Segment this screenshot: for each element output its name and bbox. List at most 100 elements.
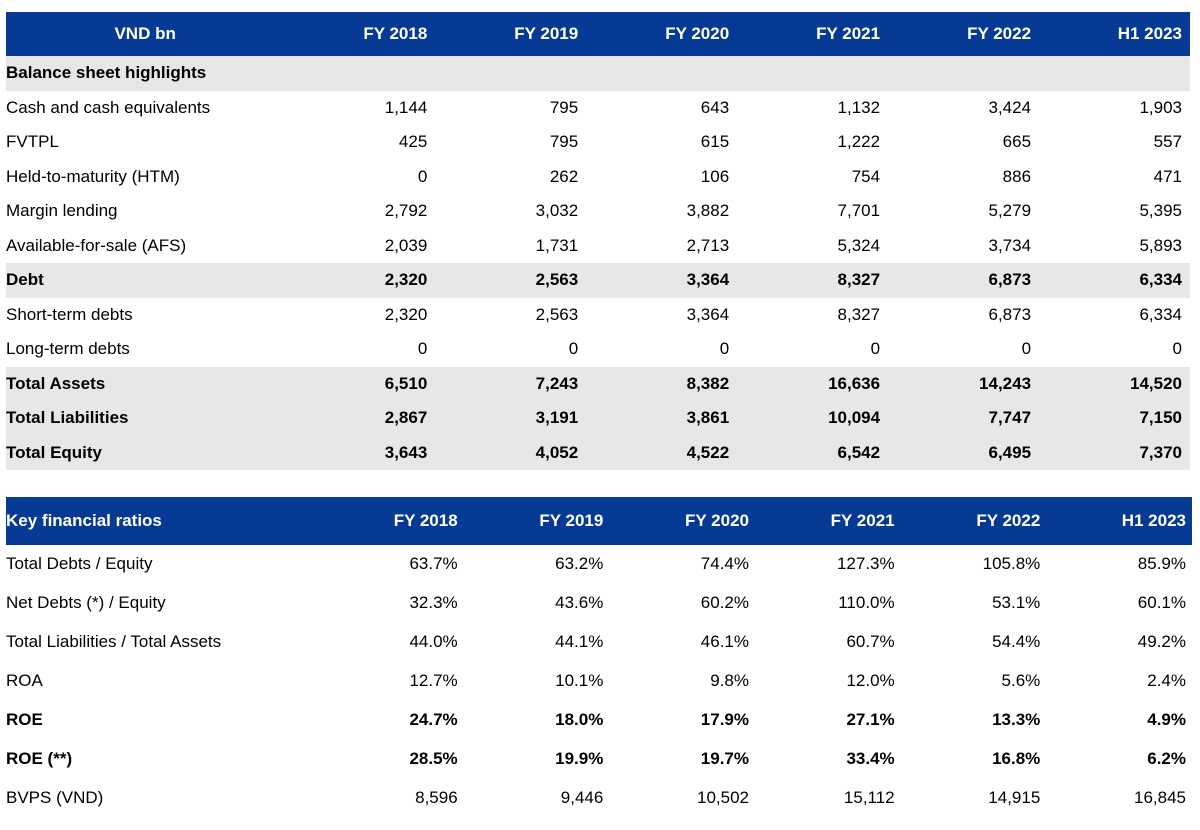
table-cell: 0: [417, 166, 428, 186]
table-row: Total Liabilities / Total Assets 44.0% 4…: [6, 623, 1192, 662]
table-cell: 3,032: [535, 201, 579, 221]
column-header: FY 2020: [685, 511, 749, 530]
table-cell: 8,382: [686, 373, 730, 393]
table-cell: 3,643: [384, 442, 428, 462]
table-cell: 17.9%: [700, 710, 749, 729]
table-cell: 60.2%: [700, 593, 749, 613]
table-cell: 19.9%: [555, 748, 604, 768]
table-cell: 7,243: [535, 373, 579, 393]
column-header: FY 2022: [976, 511, 1041, 530]
column-header: FY 2022: [967, 24, 1032, 43]
table-cell: 6,873: [988, 304, 1032, 324]
table-cell: 16.8%: [992, 748, 1041, 768]
table-cell: 60.1%: [1137, 593, 1186, 613]
table-row-total: Total Equity 3,643 4,052 4,522 6,542 6,4…: [6, 435, 1190, 470]
table-cell: 5,395: [1139, 201, 1182, 221]
table-cell: 262: [549, 166, 579, 186]
table-cell: 2.4%: [1147, 671, 1186, 691]
table-cell: 5,893: [1139, 235, 1182, 255]
table-cell: 615: [700, 132, 730, 152]
row-label: ROE: [6, 710, 43, 729]
table-cell: 28.5%: [409, 748, 458, 768]
table-cell: 8,596: [415, 787, 458, 807]
balance-sheet-table: VND bn FY 2018 FY 2019 FY 2020 FY 2021 F…: [6, 12, 1190, 470]
table-cell: 643: [700, 97, 730, 117]
column-header: FY 2018: [393, 511, 458, 530]
table-cell: 0: [870, 339, 881, 359]
table-cell: 2,792: [384, 201, 428, 221]
table-row: Margin lending 2,792 3,032 3,882 7,701 5…: [6, 194, 1190, 229]
table-cell: 471: [1153, 166, 1182, 186]
table-cell: 46.1%: [700, 632, 749, 652]
table-cell: 10.1%: [555, 671, 604, 691]
table-cell: 33.4%: [846, 748, 895, 768]
table-cell: 4,522: [686, 442, 730, 462]
table-cell: 16,636: [828, 373, 881, 393]
table-cell: 1,731: [535, 235, 579, 255]
table-row: BVPS (VND) 8,596 9,446 10,502 15,112 14,…: [6, 778, 1192, 817]
row-label: Held-to-maturity (HTM): [6, 166, 180, 186]
table-row: Long-term debts 0 0 0 0 0 0: [6, 332, 1190, 367]
table-header-row: VND bn FY 2018 FY 2019 FY 2020 FY 2021 F…: [6, 12, 1190, 56]
table-cell: 74.4%: [700, 554, 749, 574]
table-cell: 27.1%: [846, 710, 895, 729]
table-cell: 32.3%: [409, 593, 458, 613]
row-label: Total Assets: [6, 373, 106, 393]
table-row: ROA 12.7% 10.1% 9.8% 12.0% 5.6% 2.4%: [6, 662, 1192, 701]
table-cell: 106: [700, 166, 730, 186]
table-cell: 10,094: [828, 408, 881, 428]
table-cell: 0: [719, 339, 730, 359]
table-cell: 6.2%: [1147, 748, 1186, 768]
table-cell: 3,882: [686, 201, 730, 221]
table-cell: 8,327: [837, 270, 881, 290]
table-cell: 5.6%: [1001, 671, 1041, 691]
table-cell: 85.9%: [1137, 554, 1186, 574]
table-cell: 60.7%: [846, 632, 895, 652]
table-cell: 7,150: [1139, 408, 1182, 428]
table-cell: 6,873: [988, 270, 1032, 290]
column-header: FY 2018: [363, 24, 428, 43]
table-cell: 425: [398, 132, 428, 152]
table-cell: 2,563: [535, 304, 579, 324]
table-cell: 63.2%: [555, 554, 604, 574]
table-cell: 557: [1153, 132, 1182, 152]
row-label: Total Equity: [6, 442, 103, 462]
section-title: Balance sheet highlights: [6, 63, 207, 83]
column-header: H1 2023: [1117, 24, 1182, 43]
table-row-total: Total Assets 6,510 7,243 8,382 16,636 14…: [6, 366, 1190, 401]
table-cell: 44.0%: [409, 632, 458, 652]
table-cell: 2,039: [384, 235, 428, 255]
table-cell: 127.3%: [836, 554, 895, 574]
table-row: Available-for-sale (AFS) 2,039 1,731 2,7…: [6, 229, 1190, 264]
column-header-title: Key financial ratios: [6, 511, 162, 530]
table-cell: 0: [1172, 339, 1182, 359]
table-cell: 1,903: [1139, 97, 1182, 117]
row-label: BVPS (VND): [6, 787, 104, 807]
table-cell: 49.2%: [1137, 632, 1186, 652]
table-cell: 3,424: [988, 97, 1032, 117]
table-cell: 9.8%: [710, 671, 749, 691]
table-cell: 14,915: [988, 787, 1041, 807]
table-cell: 2,320: [384, 304, 428, 324]
table-row: Total Debts / Equity 63.7% 63.2% 74.4% 1…: [6, 545, 1192, 584]
table-cell: 3,364: [686, 270, 730, 290]
table-cell: 0: [568, 339, 579, 359]
row-label: Net Debts (*) / Equity: [6, 593, 166, 613]
row-label: Long-term debts: [6, 339, 130, 359]
row-label: ROA: [6, 671, 43, 691]
table-row-total: Debt 2,320 2,563 3,364 8,327 6,873 6,334: [6, 263, 1190, 298]
row-label: Total Liabilities: [6, 408, 129, 428]
column-header: H1 2023: [1121, 511, 1186, 530]
table-cell: 15,112: [843, 787, 895, 807]
table-cell: 795: [549, 97, 579, 117]
table-cell: 7,701: [837, 201, 881, 221]
table-cell: 6,542: [837, 442, 881, 462]
table-cell: 0: [1021, 339, 1032, 359]
table-cell: 0: [417, 339, 428, 359]
table-cell: 8,327: [837, 304, 881, 324]
table-row: FVTPL 425 795 615 1,222 665 557: [6, 125, 1190, 160]
table-cell: 53.1%: [992, 593, 1041, 613]
table-row: Held-to-maturity (HTM) 0 262 106 754 886…: [6, 160, 1190, 195]
table-cell: 12.7%: [409, 671, 458, 691]
table-cell: 754: [851, 166, 881, 186]
